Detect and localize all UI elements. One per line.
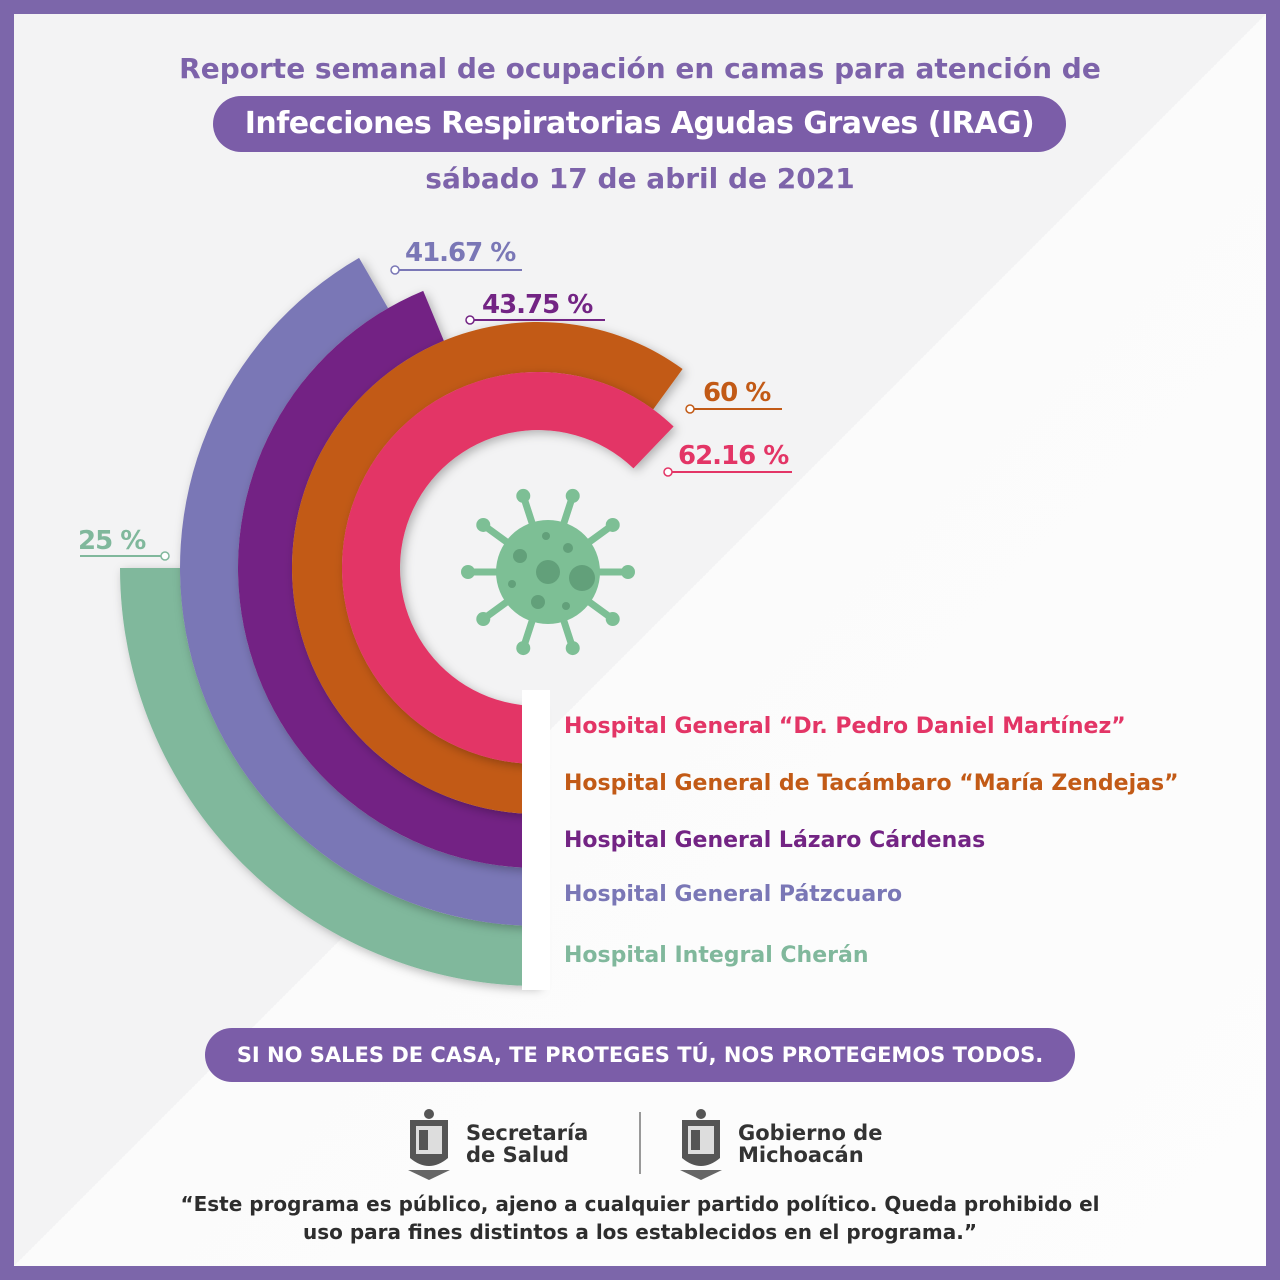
leader-dot-tacambaro (685, 404, 695, 414)
virus-spike-tip (565, 488, 580, 503)
label-divider-strip (522, 690, 550, 990)
slogan-banner: SI NO SALES DE CASA, TE PROTEGES TÚ, NOS… (205, 1028, 1075, 1082)
virus-spike-tip (476, 612, 491, 627)
bar-tacambaro (291, 322, 683, 815)
title-line-1: Reporte semanal de ocupación en camas pa… (179, 52, 1101, 85)
virus-spike-tip (605, 517, 620, 532)
coat-of-arms-icon (408, 1109, 450, 1180)
title-pill: Infecciones Respiratorias Agudas Graves … (213, 96, 1066, 152)
logo-text-1: Gobierno de (738, 1121, 883, 1145)
leader-dot-patzcuaro (390, 265, 400, 275)
logo-divider (639, 1112, 641, 1174)
legend-lazaro-cardenas: Hospital General Lázaro Cárdenas (564, 828, 986, 853)
virus-icon (461, 488, 635, 656)
disclaimer-line-2: uso para fines distintos a los estableci… (302, 1220, 977, 1244)
bar-patzcuaro (179, 257, 538, 926)
legend-patzcuaro: Hospital General Pátzcuaro (564, 882, 903, 907)
value-label-lazaro-cardenas: 43.75 % (482, 290, 593, 320)
gobierno-michoacan-logo: Gobierno de Michoacán (676, 1108, 882, 1180)
secretaria-salud-logo: Secretaría de Salud (404, 1108, 588, 1180)
value-label-tacambaro: 60 % (703, 378, 771, 408)
value-label-pedro-daniel: 62.16 % (678, 441, 789, 471)
leader-dot-pedro-daniel (663, 467, 673, 477)
logo-text-2: Michoacán (738, 1143, 864, 1167)
logo-text-2: de Salud (466, 1143, 570, 1167)
value-label-cheran: 25 % (78, 526, 146, 556)
virus-spike-tip (461, 565, 475, 579)
logo-text-1: Secretaría (466, 1121, 589, 1145)
value-label-patzcuaro: 41.67 % (405, 238, 516, 268)
virus-spike-tip (516, 488, 531, 503)
disclaimer-line-1: “Este programa es público, ajeno a cualq… (180, 1192, 1100, 1216)
virus-spike-tip (621, 565, 635, 579)
report-date: sábado 17 de abril de 2021 (425, 162, 855, 195)
legend-cheran: Hospital Integral Cherán (564, 943, 869, 968)
leader-dot-cheran (160, 551, 170, 561)
virus-spike-tip (565, 641, 580, 656)
leader-dot-lazaro-cardenas (465, 315, 475, 325)
virus-spike-tip (516, 641, 531, 656)
disclaimer: “Este programa es público, ajeno a cualq… (0, 1190, 1280, 1246)
bar-lazaro-cardenas (237, 290, 538, 868)
legend-pedro-daniel: Hospital General “Dr. Pedro Daniel Martí… (564, 714, 1126, 739)
bar-pedro-daniel (341, 371, 674, 764)
virus-spike-tip (605, 612, 620, 627)
virus-spike-tip (476, 517, 491, 532)
legend-tacambaro: Hospital General de Tacámbaro “María Zen… (564, 771, 1179, 796)
coat-of-arms-icon (680, 1109, 722, 1180)
bar-cheran (120, 568, 538, 986)
